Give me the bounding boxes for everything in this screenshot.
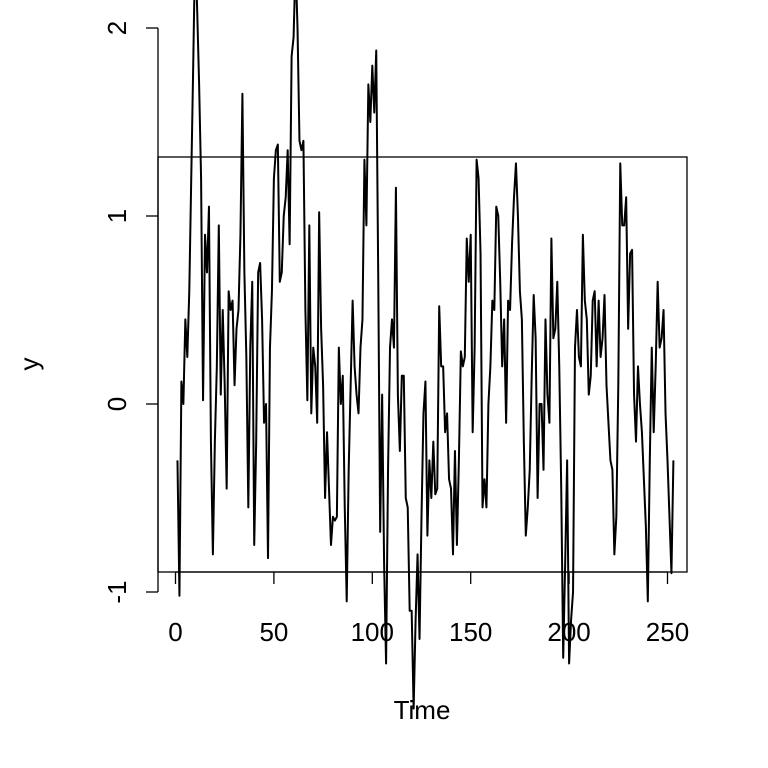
x-axis: 0 50 100 150 200 250 bbox=[168, 571, 689, 647]
y-axis: -1 0 1 2 bbox=[102, 21, 159, 604]
y-tick-label: 2 bbox=[102, 21, 132, 35]
y-tick-label: 0 bbox=[102, 397, 132, 411]
x-tick-label: 50 bbox=[259, 617, 288, 647]
series-line bbox=[176, 0, 675, 710]
y-tick-label: 1 bbox=[102, 209, 132, 223]
y-axis-label: y bbox=[14, 358, 44, 371]
x-tick-label: 250 bbox=[646, 617, 689, 647]
x-axis-label: Time bbox=[394, 695, 451, 725]
x-tick-label: 0 bbox=[168, 617, 182, 647]
x-tick-label: 150 bbox=[449, 617, 492, 647]
y-tick-label: -1 bbox=[102, 580, 132, 603]
